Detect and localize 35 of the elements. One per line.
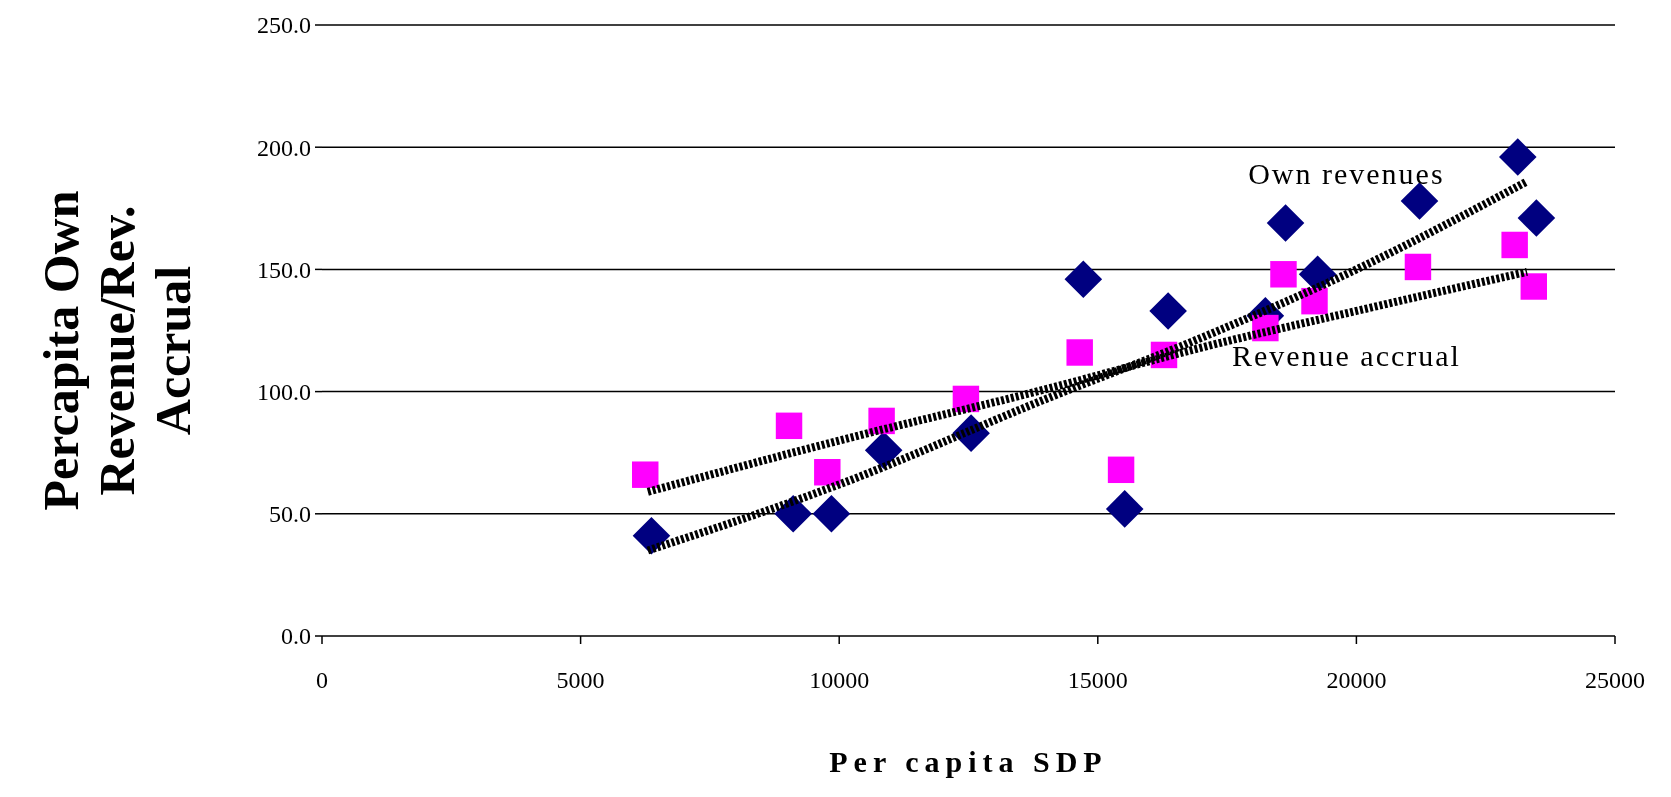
point [814,459,841,486]
series-label: Revenue accrual [1231,338,1461,372]
y-axis-title: Percapita Own Revenue/Rev. Accrual [33,190,201,511]
y-tick-label: 150.0 [257,256,311,283]
point [864,431,903,470]
y-tick-label: 200.0 [257,134,311,161]
x-tick-label: 25000 [1585,667,1645,693]
point [1404,253,1432,281]
point [1270,261,1297,288]
point [812,495,851,533]
point [632,517,671,555]
y-tick-label: 50.0 [269,501,311,528]
point [1400,182,1439,220]
point [632,461,659,488]
point [1517,199,1556,237]
x-tick-label: 10000 [809,667,870,693]
point [1149,292,1187,330]
point [1107,456,1135,484]
series-label: Own revenues [1248,157,1445,191]
point [775,412,803,440]
y-tick-label: 0.0 [281,623,311,650]
y-tick-label: 100.0 [257,379,311,405]
point [1064,260,1103,298]
x-tick-label: 20000 [1326,667,1387,693]
point [1498,138,1537,176]
point [1520,273,1548,300]
x-tick-label: 5000 [556,667,605,693]
x-axis-title: Per capita SDP [829,745,1108,778]
point [1501,231,1528,259]
y-tick-label: 250.0 [257,12,311,39]
point [1105,490,1144,528]
x-tick-label: 0 [316,667,328,693]
point [1266,204,1305,242]
x-tick-label: 15000 [1067,667,1128,693]
point [1066,339,1093,366]
